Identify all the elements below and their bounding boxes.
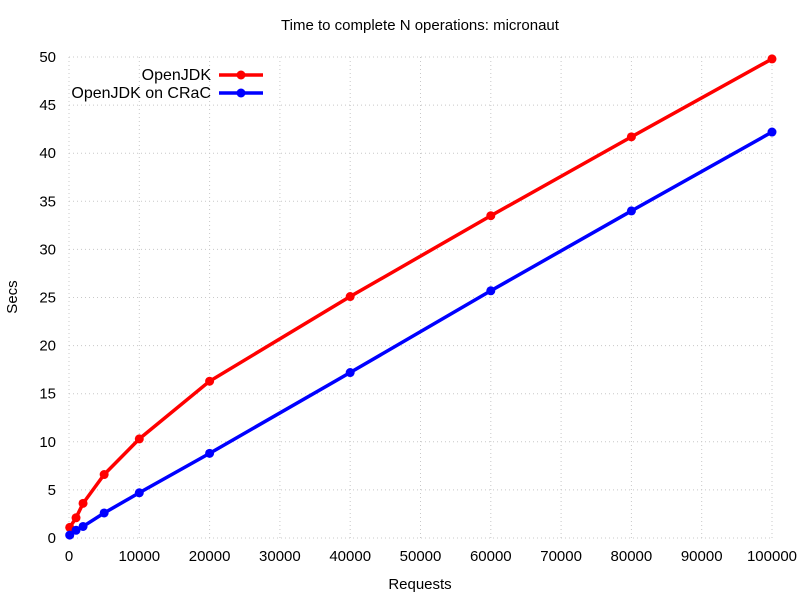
data-point [205, 376, 215, 386]
data-point [78, 498, 88, 508]
data-point [65, 530, 75, 540]
y-tick-label: 50 [39, 49, 56, 66]
x-tick-label: 20000 [189, 548, 231, 565]
data-point [99, 470, 109, 480]
data-point [486, 286, 496, 296]
data-point [626, 132, 636, 142]
data-point [345, 292, 355, 302]
data-point [626, 206, 636, 216]
y-tick-label: 10 [39, 434, 56, 451]
legend-label: OpenJDK on CRaC [71, 85, 211, 102]
x-tick-label: 40000 [329, 548, 371, 565]
data-point [486, 211, 496, 221]
x-tick-label: 70000 [540, 548, 582, 565]
y-tick-label: 20 [39, 338, 56, 355]
y-tick-label: 15 [39, 386, 56, 403]
x-tick-label: 80000 [611, 548, 653, 565]
y-tick-label: 40 [39, 145, 56, 162]
data-point [71, 525, 81, 535]
data-point [71, 513, 81, 523]
x-tick-label: 0 [65, 548, 73, 565]
gridlines [68, 56, 773, 539]
x-axis-tick-labels: 0 10000 20000 30000 40000 50000 60000 70000 8000… [65, 548, 797, 565]
data-point [767, 54, 777, 64]
y-tick-label: 45 [39, 97, 56, 114]
chart-title: Time to complete N operations: micronaut [281, 17, 560, 34]
data-point [134, 434, 144, 444]
data-series [65, 54, 777, 540]
legend-item: OpenJDK [142, 67, 263, 84]
y-axis-label: Secs [4, 280, 21, 313]
legend-item: OpenJDK on CRaC [71, 85, 263, 102]
y-tick-label: 35 [39, 193, 56, 210]
legend-marker [236, 70, 246, 80]
x-tick-label: 60000 [470, 548, 512, 565]
y-axis-tick-labels: 0 5 10 15 20 25 30 35 40 45 50 [39, 49, 56, 547]
y-tick-label: 25 [39, 290, 56, 307]
y-tick-label: 0 [48, 530, 56, 547]
data-point [345, 368, 355, 378]
y-tick-label: 5 [48, 482, 56, 499]
data-point [767, 127, 777, 137]
data-point [134, 488, 144, 498]
x-tick-label: 10000 [118, 548, 160, 565]
legend-marker [236, 88, 246, 98]
data-point [205, 448, 215, 458]
data-point [78, 521, 88, 531]
x-tick-label: 50000 [400, 548, 442, 565]
x-tick-label: 90000 [681, 548, 723, 565]
y-tick-label: 30 [39, 241, 56, 258]
data-point [99, 508, 109, 518]
legend-label: OpenJDK [142, 67, 212, 84]
x-tick-label: 100000 [747, 548, 797, 565]
x-tick-label: 30000 [259, 548, 301, 565]
series-openjdk-on-crac [65, 127, 777, 540]
x-axis-label: Requests [388, 576, 451, 593]
series-line [67, 57, 774, 530]
